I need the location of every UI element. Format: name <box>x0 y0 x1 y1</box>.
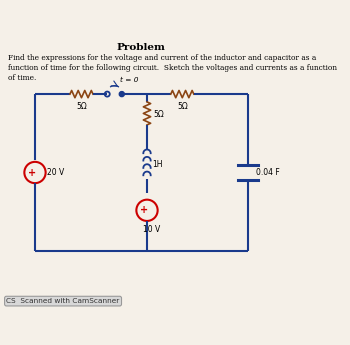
Text: +: + <box>28 168 36 177</box>
Text: 5Ω: 5Ω <box>76 102 87 111</box>
Text: Find the expressions for the voltage and current of the inductor and capacitor a: Find the expressions for the voltage and… <box>8 54 317 62</box>
Circle shape <box>119 92 124 97</box>
Text: 5Ω: 5Ω <box>177 102 188 111</box>
Text: of time.: of time. <box>8 74 37 82</box>
Text: 1H: 1H <box>152 160 162 169</box>
Text: CS  Scanned with CamScanner: CS Scanned with CamScanner <box>6 298 120 304</box>
Text: 20 V: 20 V <box>47 168 64 177</box>
Text: 0.04 F: 0.04 F <box>256 168 279 177</box>
Text: 10 V: 10 V <box>142 225 160 234</box>
Text: t = 0: t = 0 <box>120 77 139 83</box>
Text: 5Ω: 5Ω <box>153 110 164 119</box>
Text: +: + <box>140 205 148 215</box>
Text: function of time for the following circuit.  Sketch the voltages and currents as: function of time for the following circu… <box>8 64 337 72</box>
Text: Problem: Problem <box>117 43 166 52</box>
